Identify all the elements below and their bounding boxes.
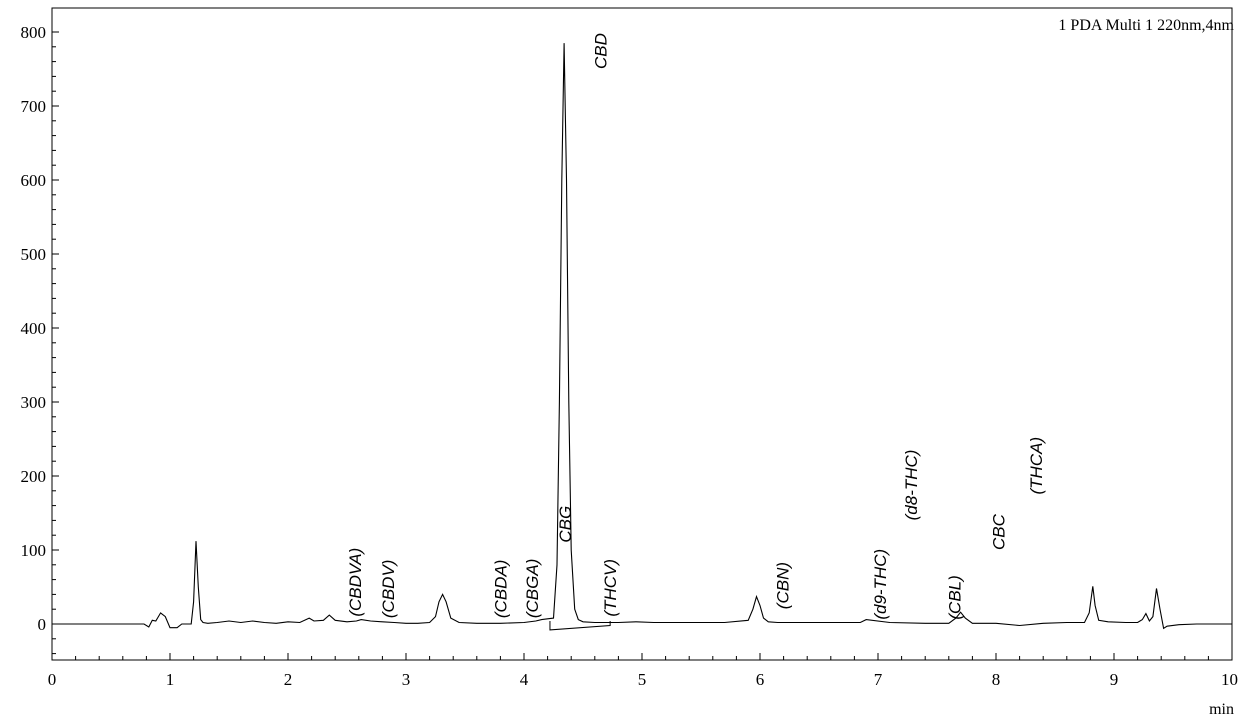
x-tick-label: 0: [48, 670, 57, 689]
peak-label: (d9-THC): [871, 549, 890, 620]
y-tick-label: 400: [21, 319, 47, 338]
x-tick-label: 1: [166, 670, 175, 689]
peak-label: (CBDV): [379, 560, 398, 619]
peak-label: (THCV): [601, 559, 620, 617]
peak-label: (THCA): [1027, 437, 1046, 495]
peak-label: (CBL): [946, 575, 965, 619]
peak-labels: (CBDVA) (CBDV) (CBDA) (CBGA) CBG CBD (THCV) (CB…: [346, 33, 1046, 620]
chromatogram-trace: [52, 43, 1232, 630]
y-tick-label: 700: [21, 97, 47, 116]
y-tick-label: 600: [21, 171, 47, 190]
x-tick-label: 5: [638, 670, 647, 689]
integration-baseline: [549, 621, 611, 631]
y-tick-label: 800: [21, 23, 47, 42]
peak-label: (d8-THC): [902, 450, 921, 521]
y-tick-label: 0: [38, 615, 47, 634]
peak-label: (CBN): [773, 562, 792, 609]
peak-label: (CBGA): [523, 559, 542, 619]
peak-label: (CBDA): [491, 560, 510, 619]
x-tick-label: 10: [1221, 670, 1238, 689]
y-tick-label: 300: [21, 393, 47, 412]
x-tick-label: 7: [874, 670, 883, 689]
y-tick-label: 500: [21, 245, 47, 264]
x-axis-unit: min: [1209, 701, 1234, 718]
x-tick-label: 3: [402, 670, 411, 689]
plot-frame: [51, 7, 1233, 661]
peak-label: CBG: [556, 506, 575, 543]
x-tick-label: 8: [992, 670, 1001, 689]
x-tick-label: 9: [1110, 670, 1119, 689]
axes: 0 100 200 300 400 500 600 700 800 0 1 2 3 4 5 6 7 8 9 10: [21, 7, 1238, 689]
peak-label: CBC: [989, 513, 1008, 550]
y-tick-label: 200: [21, 467, 47, 486]
x-tick-label: 6: [756, 670, 765, 689]
x-tick-label: 2: [284, 670, 293, 689]
y-tick-label: 100: [21, 541, 47, 560]
peak-label: CBD: [592, 33, 611, 69]
channel-label: 1 PDA Multi 1 220nm,4nm: [1058, 17, 1234, 34]
x-tick-label: 4: [520, 670, 529, 689]
peak-label: (CBDVA): [346, 548, 365, 617]
baseline-segment: [549, 621, 611, 631]
